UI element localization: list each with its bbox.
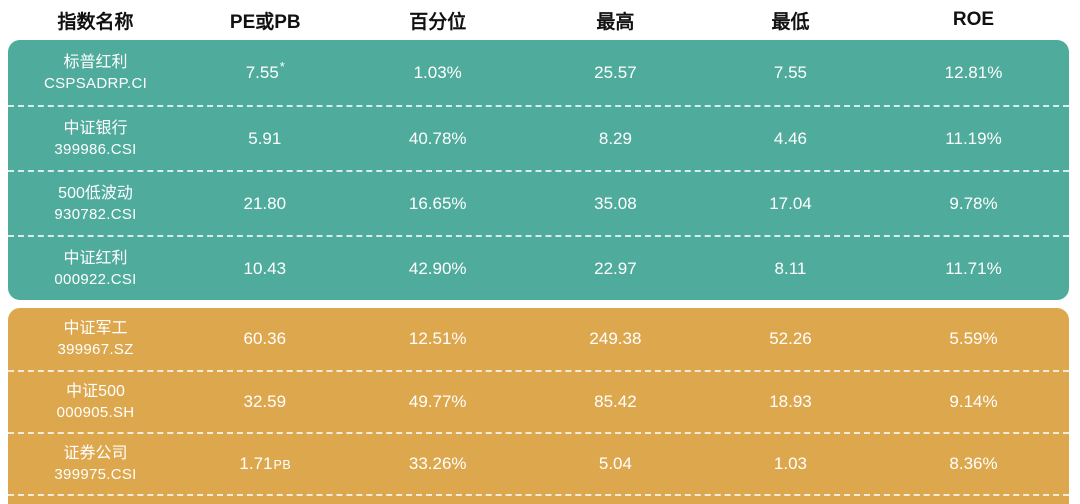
- pe-pb-value: 7.55: [245, 62, 279, 82]
- index-name-cell: 证券公司 399975.CSI: [8, 443, 183, 485]
- table-row: 中证500 000905.SH 32.59 49.77% 85.42 18.93…: [8, 370, 1069, 432]
- percentile-cell: 40.78%: [408, 128, 467, 148]
- pe-pb-value: 60.36: [243, 329, 287, 348]
- index-name-cell: 500低波动 930782.CSI: [8, 183, 183, 225]
- roe-cell: 11.71%: [945, 258, 1002, 278]
- index-name: 中证银行: [63, 119, 128, 137]
- index-code: CSPSADRP.CI: [44, 74, 148, 92]
- col-header-pe-pb: PE或PB: [229, 11, 301, 33]
- table-row: 500低波动 930782.CSI 21.80 16.65% 35.08 17.…: [8, 170, 1069, 235]
- pe-pb-cell: 21.80: [183, 194, 347, 214]
- pe-pb-cell: 10.43: [183, 259, 347, 279]
- pe-pb-cell: 5.91: [183, 129, 347, 149]
- percentile-cell: 42.90%: [408, 258, 467, 278]
- high-cell: 22.97: [594, 258, 637, 278]
- index-name: 500低波动: [58, 184, 133, 202]
- low-cell: 7.55: [773, 62, 808, 82]
- col-header-roe: ROE: [952, 9, 995, 30]
- high-cell: 5.04: [598, 454, 632, 473]
- index-name-cell: 中证500 000905.SH: [8, 381, 183, 423]
- low-cell: 17.04: [769, 193, 812, 213]
- index-name: 证券公司: [63, 445, 128, 463]
- col-header-index-name: 指数名称: [57, 11, 134, 33]
- low-cell: 4.46: [773, 128, 808, 148]
- index-code: 000922.CSI: [54, 270, 137, 288]
- index-name: 中证红利: [63, 249, 128, 267]
- pe-pb-value: 32.59: [243, 392, 287, 411]
- percentile-cell: 49.77%: [408, 392, 467, 411]
- high-cell: 35.08: [594, 193, 637, 213]
- pe-pb-cell: 1.71PB: [183, 454, 347, 474]
- table-row: 中证红利 000922.CSI 10.43 42.90% 22.97 8.11 …: [8, 235, 1069, 300]
- high-cell: 8.29: [598, 128, 632, 148]
- col-header-high: 最高: [596, 11, 635, 33]
- table-body: 标普红利 CSPSADRP.CI 7.55* 1.03% 25.57 7.55 …: [0, 40, 1080, 504]
- roe-cell: 12.81%: [944, 62, 1003, 82]
- low-cell: 18.93: [769, 392, 812, 411]
- low-cell: 52.26: [769, 329, 812, 348]
- index-name: 中证军工: [63, 320, 128, 338]
- index-name: 中证500: [66, 383, 125, 401]
- pe-pb-value: 1.71: [239, 454, 273, 473]
- percentile-cell: 33.26%: [408, 454, 467, 473]
- index-code: 399975.CSI: [54, 466, 137, 484]
- table-row: 标普红利 CSPSADRP.CI 7.55* 1.03% 25.57 7.55 …: [8, 40, 1069, 105]
- index-code: 399986.CSI: [54, 140, 137, 158]
- high-cell: 85.42: [594, 392, 637, 411]
- index-name-cell: 中证红利 000922.CSI: [8, 248, 183, 290]
- table-row: 中证军工 399967.SZ 60.36 12.51% 249.38 52.26…: [8, 308, 1069, 370]
- table-row: 证券公司 399975.CSI 1.71PB 33.26% 5.04 1.03 …: [8, 432, 1069, 494]
- roe-cell: 9.14%: [949, 392, 998, 411]
- high-cell: 25.57: [594, 62, 637, 82]
- low-cell: 8.11: [774, 258, 807, 278]
- roe-cell: 5.59%: [949, 329, 998, 348]
- index-code: 930782.CSI: [54, 205, 137, 223]
- pe-unit-label: PB: [273, 458, 292, 472]
- roe-cell: 8.36%: [949, 454, 998, 473]
- roe-cell: 9.78%: [949, 193, 998, 213]
- roe-cell: 11.19%: [945, 128, 1002, 148]
- high-cell: 249.38: [589, 329, 642, 348]
- pe-pb-value: 21.80: [243, 193, 287, 213]
- index-code: 399967.SZ: [57, 341, 134, 359]
- percentile-cell: 12.51%: [408, 329, 467, 348]
- pe-pb-cell: 7.55*: [183, 59, 347, 83]
- table-row: 中证银行 399986.CSI 5.91 40.78% 8.29 4.46 11…: [8, 105, 1069, 170]
- low-cell: 1.03: [773, 454, 808, 473]
- table-header-row: 指数名称 PE或PB 百分位 最高 最低 ROE: [0, 0, 1080, 40]
- index-name: 标普红利: [63, 53, 128, 71]
- index-group-block: 标普红利 CSPSADRP.CI 7.55* 1.03% 25.57 7.55 …: [8, 40, 1069, 300]
- index-name-cell: 中证银行 399986.CSI: [8, 118, 183, 160]
- pe-footnote-asterisk: *: [279, 58, 285, 74]
- percentile-cell: 16.65%: [408, 193, 467, 213]
- pe-pb-value: 5.91: [248, 128, 282, 148]
- index-name-cell: 标普红利 CSPSADRP.CI: [8, 52, 183, 94]
- pe-pb-value: 10.43: [243, 258, 287, 278]
- index-name-cell: 中证军工 399967.SZ: [8, 318, 183, 360]
- pe-pb-cell: 60.36: [183, 329, 347, 349]
- col-header-percentile: 百分位: [409, 11, 467, 33]
- index-code: 000905.SH: [56, 404, 135, 422]
- table-row-partial: [8, 494, 1069, 504]
- percentile-cell: 1.03%: [413, 62, 462, 82]
- index-group-block: 中证军工 399967.SZ 60.36 12.51% 249.38 52.26…: [8, 308, 1069, 504]
- col-header-low: 最低: [771, 11, 810, 33]
- pe-pb-cell: 32.59: [183, 392, 347, 412]
